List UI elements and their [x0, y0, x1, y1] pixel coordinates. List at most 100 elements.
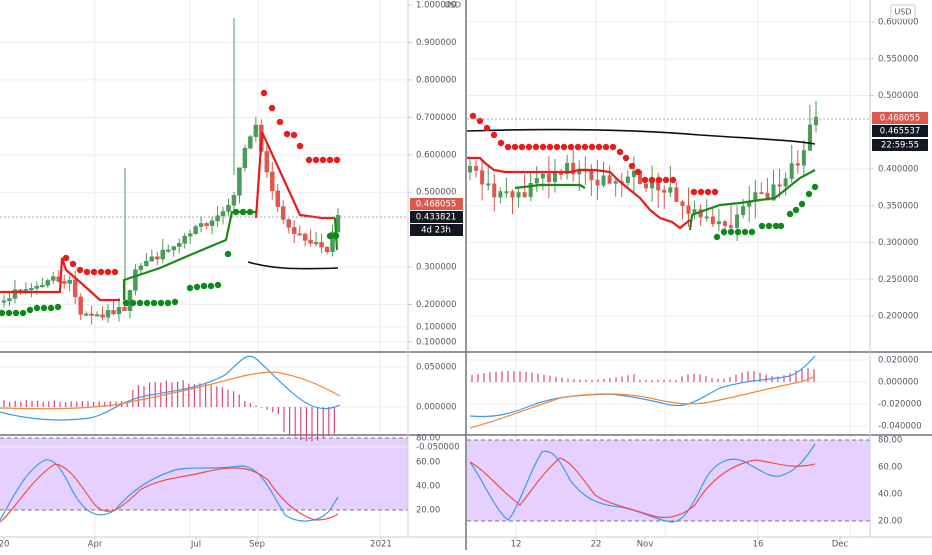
left-candle[interactable]: [187, 233, 193, 237]
left-candle[interactable]: [122, 307, 127, 311]
right-candle[interactable]: [571, 162, 576, 175]
right-candle[interactable]: [729, 225, 734, 228]
left-candle[interactable]: [324, 246, 330, 253]
left-candle[interactable]: [100, 314, 105, 318]
left-candle[interactable]: [7, 298, 12, 301]
left-candle[interactable]: [133, 269, 138, 291]
left-candle[interactable]: [40, 285, 45, 288]
left-candle[interactable]: [45, 280, 51, 286]
left-candle[interactable]: [319, 242, 324, 248]
left-candle[interactable]: [231, 195, 237, 206]
left-candle[interactable]: [29, 288, 34, 291]
left-candle[interactable]: [226, 204, 231, 212]
right-candle[interactable]: [686, 205, 691, 214]
right-candle[interactable]: [789, 163, 794, 179]
left-candle[interactable]: [23, 289, 29, 292]
left-candle[interactable]: [67, 279, 72, 284]
right-candle[interactable]: [492, 183, 497, 198]
left-candle[interactable]: [291, 227, 297, 234]
right-candle[interactable]: [765, 192, 770, 201]
left-candle[interactable]: [297, 233, 302, 236]
left-candle[interactable]: [193, 226, 198, 234]
right-candle[interactable]: [716, 221, 721, 225]
right-candle[interactable]: [504, 191, 509, 194]
left-candle[interactable]: [171, 246, 176, 251]
right-candle[interactable]: [674, 187, 679, 203]
right-candle[interactable]: [552, 172, 557, 182]
left-candle[interactable]: [105, 310, 111, 318]
left-candle[interactable]: [330, 231, 335, 253]
left-candle[interactable]: [51, 276, 56, 281]
left-candle[interactable]: [209, 220, 215, 226]
left-candle[interactable]: [270, 171, 275, 192]
left-candle[interactable]: [83, 313, 89, 316]
right-candle[interactable]: [644, 183, 649, 189]
left-candle[interactable]: [248, 136, 253, 149]
right-candle[interactable]: [565, 162, 570, 175]
left-candle[interactable]: [138, 265, 144, 270]
right-candle[interactable]: [710, 216, 715, 225]
left-candle[interactable]: [182, 235, 187, 244]
right-candle[interactable]: [498, 191, 503, 198]
left-candle[interactable]: [166, 249, 171, 252]
right-candle[interactable]: [468, 165, 472, 173]
right-candle[interactable]: [759, 192, 764, 195]
right-candle[interactable]: [601, 175, 606, 186]
right-candle[interactable]: [595, 179, 600, 186]
left-candle[interactable]: [94, 314, 100, 317]
right-candle[interactable]: [474, 165, 479, 171]
right-candle[interactable]: [540, 173, 545, 179]
right-candle[interactable]: [680, 201, 685, 206]
left-candle[interactable]: [12, 289, 18, 299]
right-candle[interactable]: [771, 184, 776, 201]
left-candle[interactable]: [204, 223, 209, 226]
right-candle[interactable]: [486, 183, 491, 186]
right-candle[interactable]: [546, 173, 551, 182]
left-candle[interactable]: [61, 281, 67, 284]
right-candle[interactable]: [625, 176, 630, 184]
right-candle[interactable]: [735, 214, 740, 228]
left-candle[interactable]: [1, 300, 7, 303]
left-candle[interactable]: [72, 279, 78, 298]
right-candle[interactable]: [510, 191, 515, 198]
right-candle[interactable]: [528, 183, 533, 198]
left-candle[interactable]: [242, 148, 248, 168]
left-candle[interactable]: [144, 260, 149, 267]
right-candle[interactable]: [668, 187, 673, 193]
right-candle[interactable]: [741, 206, 746, 216]
right-candle[interactable]: [607, 175, 612, 184]
left-candle[interactable]: [34, 285, 40, 289]
left-candle[interactable]: [308, 240, 313, 244]
left-candle[interactable]: [198, 223, 204, 227]
left-candle[interactable]: [116, 307, 122, 315]
left-candle[interactable]: [286, 219, 291, 228]
left-candle[interactable]: [275, 190, 281, 207]
right-candle[interactable]: [777, 184, 782, 187]
left-candle[interactable]: [160, 249, 166, 260]
right-candle[interactable]: [559, 172, 564, 175]
left-candle[interactable]: [302, 233, 308, 241]
right-candle[interactable]: [783, 178, 788, 187]
left-candle[interactable]: [280, 206, 286, 220]
left-candle[interactable]: [78, 296, 83, 315]
right-candle[interactable]: [480, 170, 485, 185]
right-candle[interactable]: [722, 221, 727, 226]
right-candle[interactable]: [807, 124, 812, 151]
right-chart-pane[interactable]: 0.600000 0.550000 0.500000 0.400000 0.350000…: [465, 0, 932, 550]
right-candle[interactable]: [801, 150, 806, 166]
right-candle[interactable]: [704, 216, 709, 219]
right-candle[interactable]: [534, 178, 539, 184]
left-candle[interactable]: [149, 256, 155, 262]
right-candle[interactable]: [613, 181, 618, 184]
right-candle[interactable]: [662, 189, 667, 193]
left-candle[interactable]: [313, 242, 319, 245]
left-candle[interactable]: [264, 151, 270, 173]
left-candle[interactable]: [237, 167, 242, 196]
left-candle[interactable]: [155, 256, 160, 260]
right-candle[interactable]: [522, 192, 527, 198]
right-candle[interactable]: [589, 170, 594, 181]
left-candle[interactable]: [176, 243, 182, 247]
right-candle[interactable]: [814, 116, 818, 126]
